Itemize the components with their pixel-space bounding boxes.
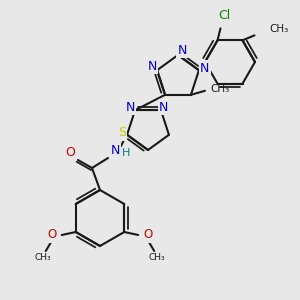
Text: N: N <box>159 101 169 114</box>
Text: N: N <box>125 101 135 114</box>
Text: O: O <box>65 146 75 158</box>
Text: N: N <box>147 60 157 73</box>
Text: CH₃: CH₃ <box>34 253 51 262</box>
Text: N: N <box>110 145 120 158</box>
Text: CH₃: CH₃ <box>149 253 166 262</box>
Text: Cl: Cl <box>218 9 231 22</box>
Text: N: N <box>200 62 210 75</box>
Text: S: S <box>118 126 126 139</box>
Text: CH₃: CH₃ <box>269 24 289 34</box>
Text: O: O <box>144 229 153 242</box>
Text: H: H <box>122 148 130 158</box>
Text: CH₃: CH₃ <box>210 84 230 94</box>
Text: N: N <box>177 44 187 56</box>
Text: O: O <box>47 229 56 242</box>
